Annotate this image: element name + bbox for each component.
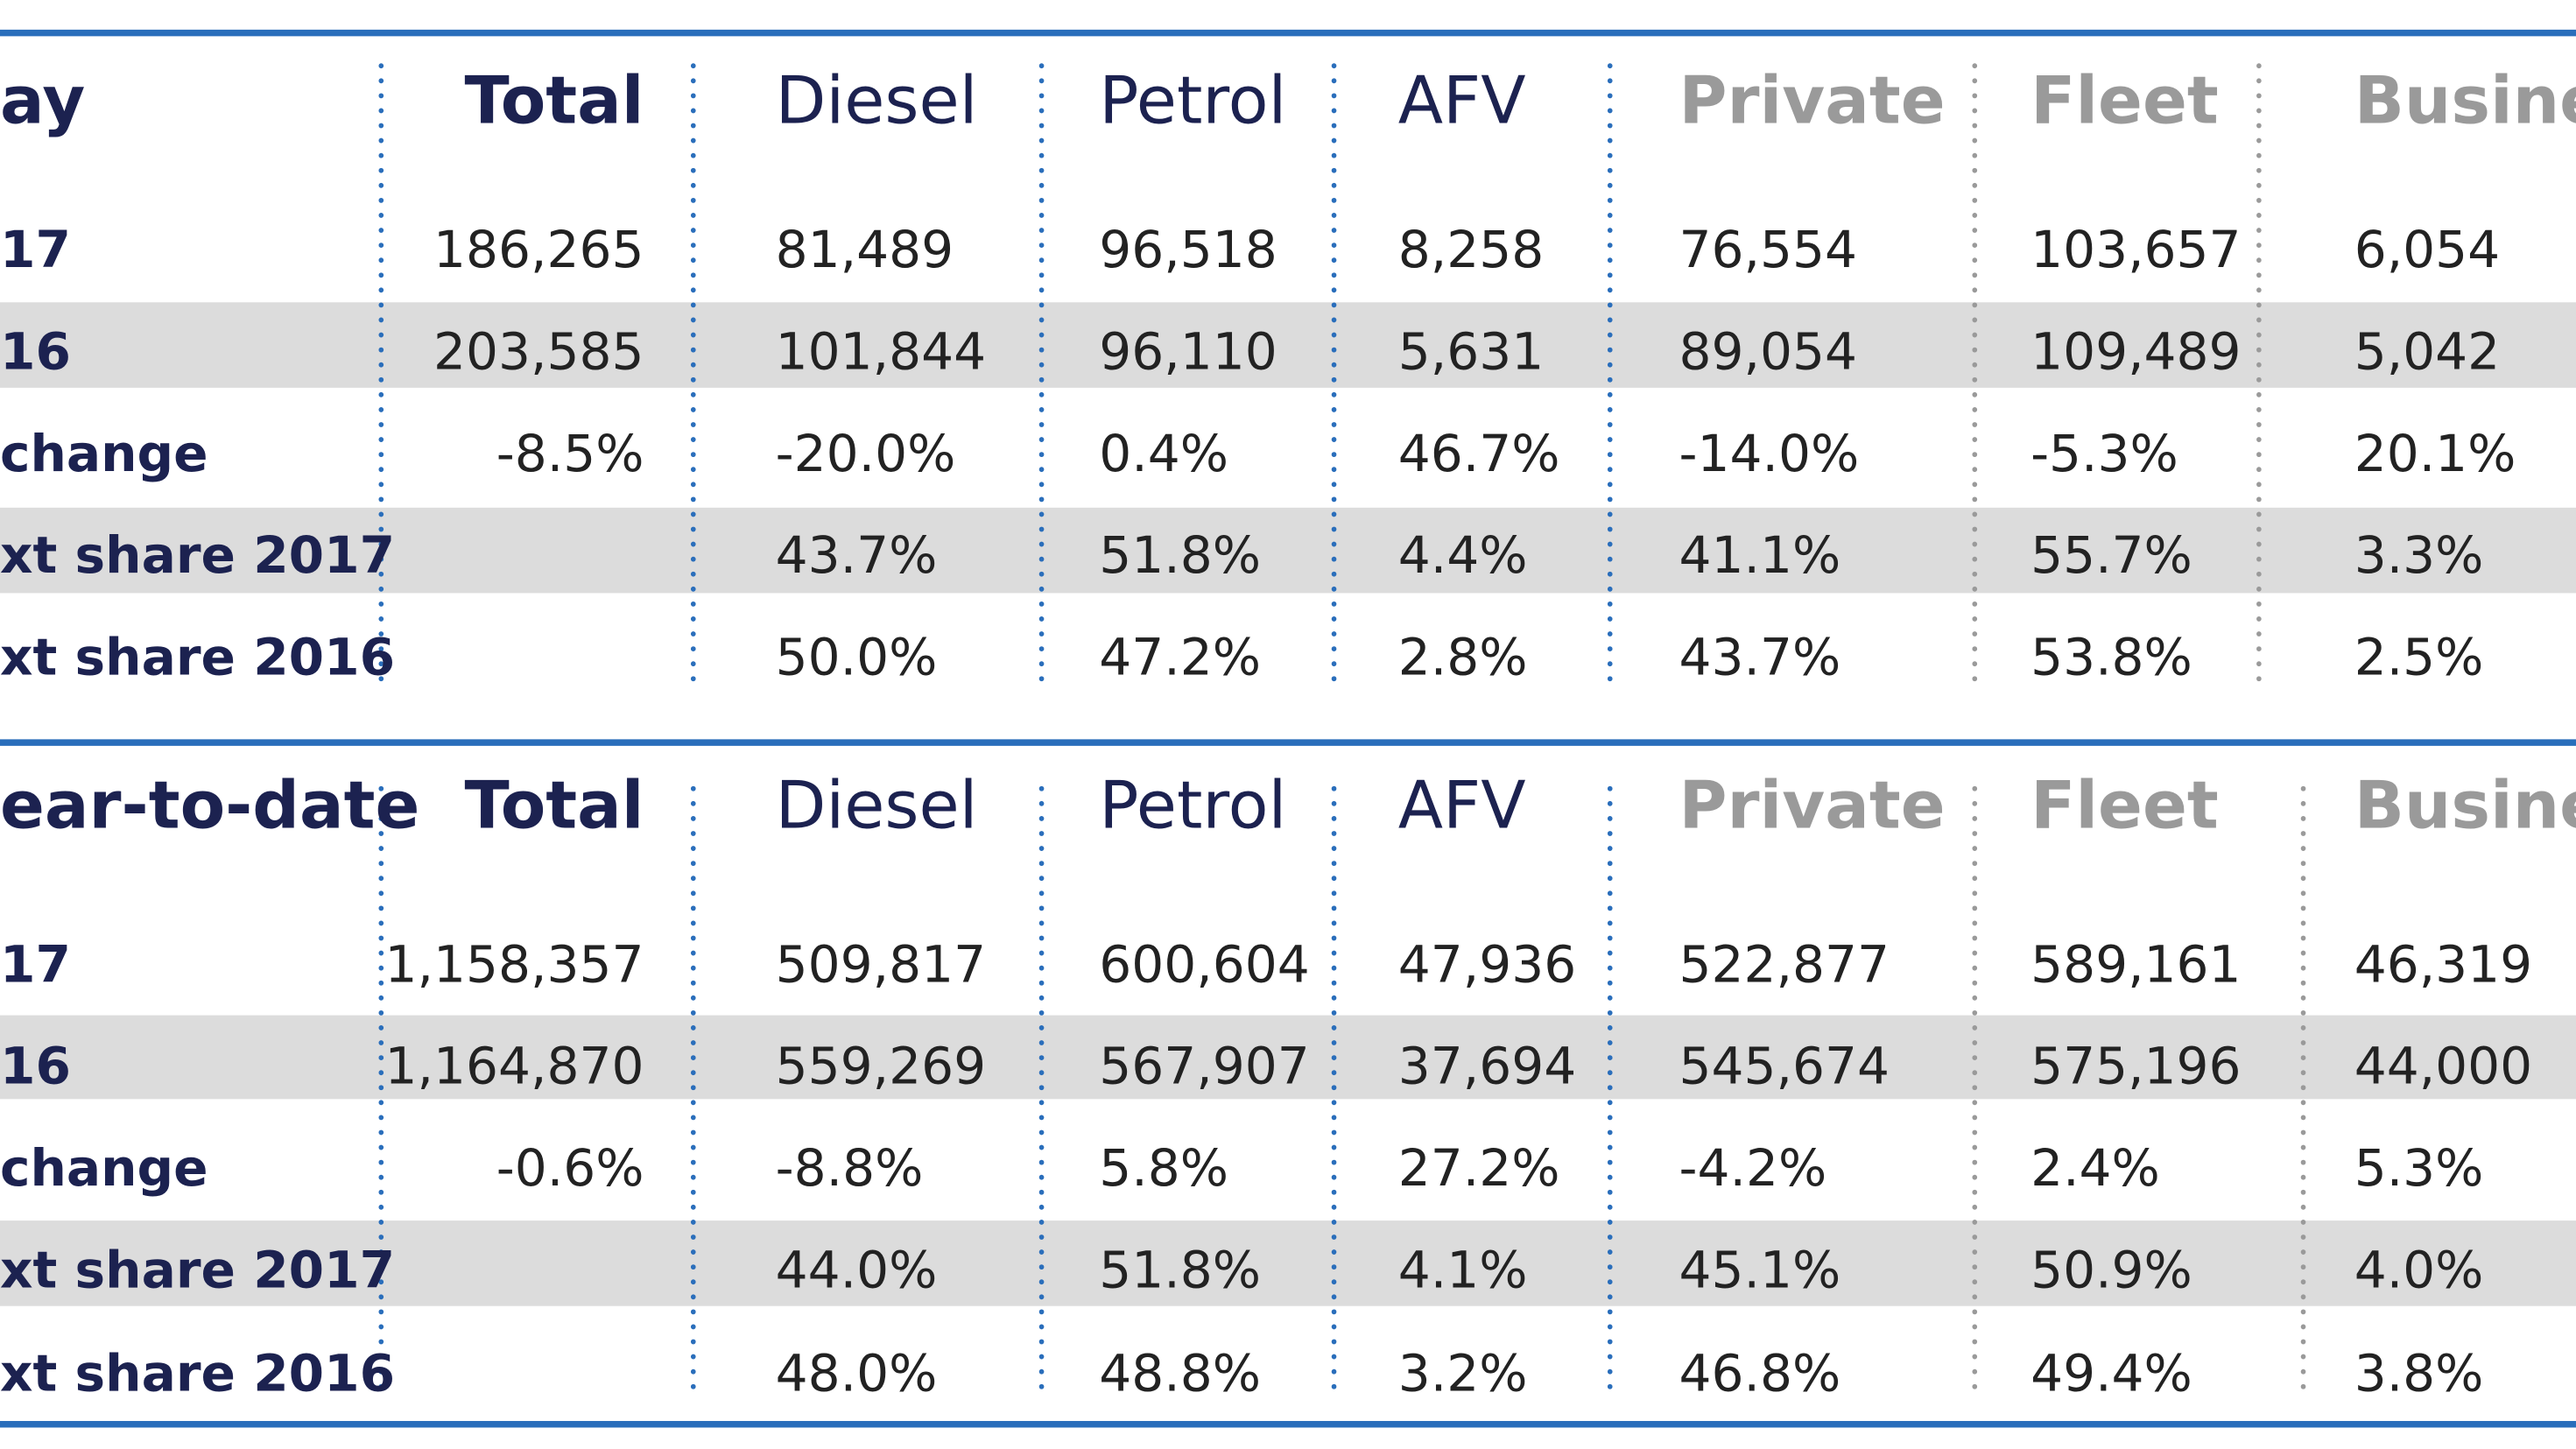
row-label: 16 [0,1037,71,1096]
column-header: Petrol [1099,767,1286,844]
cell: 49.4% [2031,1343,2192,1403]
row-label: 16 [0,321,71,381]
cell: 5,631 [1398,321,1545,381]
cell: 89,054 [1679,321,1858,381]
cell: 589,161 [2031,934,2242,994]
row-label: xt share 2017 [0,1240,395,1299]
cell: 45.1% [1679,1240,1841,1299]
cell: 41.1% [1679,525,1841,585]
cell: 55.7% [2031,525,2192,585]
column-header: AFV [1398,62,1526,139]
column-header: Fleet [2031,767,2219,844]
cell: 48.8% [1099,1343,1261,1403]
cell: 2.5% [2354,627,2484,686]
cell: 559,269 [776,1037,986,1096]
cell: 3.8% [2354,1343,2484,1403]
column-header: Total [464,62,644,139]
cell: 2.8% [1398,627,1528,686]
column-header: Petrol [1099,62,1286,139]
cell: 20.1% [2354,424,2516,483]
cell: 47.2% [1099,627,1261,686]
cell: 600,604 [1099,934,1310,994]
cell: 46.7% [1398,424,1560,483]
cell: 522,877 [1679,934,1890,994]
cell: 545,674 [1679,1037,1890,1096]
cell: 8,258 [1398,220,1545,279]
cell: 76,554 [1679,220,1858,279]
cell: 51.8% [1099,1240,1261,1299]
cell: 5,042 [2354,321,2501,381]
column-header: Fleet [2031,62,2219,139]
row-label: change [0,1138,208,1198]
column-header: Busines [2354,62,2576,139]
row-label: 17 [0,220,71,279]
cell: 50.9% [2031,1240,2192,1299]
total-cell: 1,158,357 [385,934,644,994]
cell: 509,817 [776,934,986,994]
cell: 3.2% [1398,1343,1528,1403]
row-band [0,1015,2576,1100]
cell: 46,319 [2354,934,2533,994]
cell: 6,054 [2354,220,2501,279]
cell: 0.4% [1099,424,1228,483]
cell: 51.8% [1099,525,1261,585]
cell: 4.4% [1398,525,1528,585]
column-header: Total [464,767,644,844]
cell: -14.0% [1679,424,1860,483]
cell: 46.8% [1679,1343,1841,1403]
total-cell: 186,265 [433,220,644,279]
cell: 50.0% [776,627,938,686]
cell: -8.8% [776,1138,924,1198]
cell: 44.0% [776,1240,938,1299]
cell: 567,907 [1099,1037,1310,1096]
cell: 4.1% [1398,1240,1528,1299]
cell: 5.8% [1099,1138,1228,1198]
row-label: xt share 2016 [0,627,395,686]
cell: 81,489 [776,220,954,279]
row-band [0,302,2576,388]
column-header: ay [0,62,85,139]
column-header: Private [1679,62,1946,139]
cell: 2.4% [2031,1138,2160,1198]
cell: 575,196 [2031,1037,2242,1096]
cell: 48.0% [776,1343,938,1403]
cell: -4.2% [1679,1138,1827,1198]
total-cell: -8.5% [496,424,644,483]
cell: 103,657 [2031,220,2242,279]
cell: 96,518 [1099,220,1277,279]
column-header: Diesel [776,62,978,139]
row-band [0,1220,2576,1306]
row-label: xt share 2017 [0,525,395,585]
row-band [0,507,2576,594]
cell: 5.3% [2354,1138,2484,1198]
cell: 53.8% [2031,627,2192,686]
row-label: 17 [0,934,71,994]
column-header: ear-to-date [0,767,419,844]
cell: 47,936 [1398,934,1577,994]
total-cell: -0.6% [496,1138,644,1198]
cell: 96,110 [1099,321,1277,381]
total-cell: 203,585 [433,321,644,381]
column-header: Private [1679,767,1946,844]
row-label: xt share 2016 [0,1343,395,1403]
cell: 109,489 [2031,321,2242,381]
cell: -20.0% [776,424,956,483]
column-header: AFV [1398,767,1526,844]
column-header: Diesel [776,767,978,844]
cell: 37,694 [1398,1037,1577,1096]
cell: 43.7% [776,525,938,585]
cell: 101,844 [776,321,986,381]
column-header: Busines [2354,767,2576,844]
cell: 27.2% [1398,1138,1560,1198]
total-cell: 1,164,870 [385,1037,644,1096]
cell: 44,000 [2354,1037,2533,1096]
cell: 3.3% [2354,525,2484,585]
cell: -5.3% [2031,424,2178,483]
row-label: change [0,424,208,483]
cell: 43.7% [1679,627,1841,686]
cell: 4.0% [2354,1240,2484,1299]
